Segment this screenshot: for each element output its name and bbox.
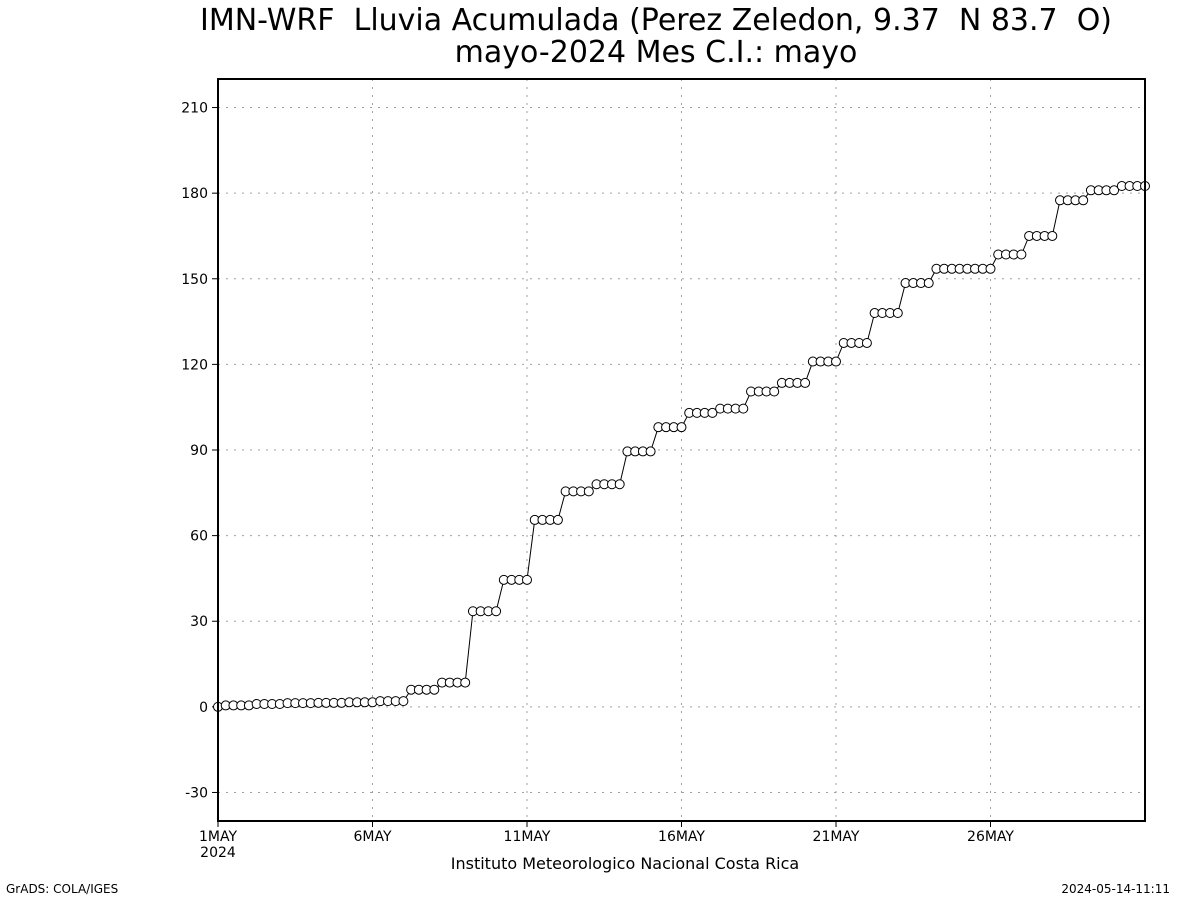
y-tick-label: 150 xyxy=(181,272,208,288)
x-tick-label: 11MAY xyxy=(504,829,551,845)
data-point xyxy=(800,377,811,388)
plot-frame xyxy=(217,78,1146,822)
y-tick-label: 60 xyxy=(190,529,208,545)
data-point xyxy=(552,514,563,525)
x-tick-label: 16MAY xyxy=(658,829,705,845)
y-tick-label: 210 xyxy=(181,101,208,117)
data-point xyxy=(398,696,409,707)
x-axis-year-label: 2024 xyxy=(200,845,236,861)
data-point xyxy=(707,407,718,418)
y-tick-label: 0 xyxy=(199,700,208,716)
data-point xyxy=(769,386,780,397)
y-tick-label: -30 xyxy=(185,785,208,801)
data-point xyxy=(676,422,687,433)
data-point xyxy=(645,446,656,457)
data-point xyxy=(923,278,934,289)
x-tick-label: 1MAY xyxy=(199,829,237,845)
data-point xyxy=(861,337,872,348)
y-tick-label: 90 xyxy=(190,443,208,459)
chart-subtitle: mayo-2024 Mes C.I.: mayo xyxy=(454,35,858,70)
data-point xyxy=(614,479,625,490)
data-point xyxy=(1016,249,1027,260)
grid-lines xyxy=(218,79,1145,821)
data-point xyxy=(583,486,594,497)
y-tick-label: 180 xyxy=(181,186,208,202)
x-tick-label: 26MAY xyxy=(967,829,1014,845)
data-point xyxy=(831,356,841,367)
data-point xyxy=(522,574,532,585)
data-point xyxy=(892,308,903,319)
footer-software: GrADS: COLA/IGES xyxy=(6,882,119,896)
x-tick-label: 6MAY xyxy=(353,829,391,845)
credit-text: Instituto Meteorologico Nacional Costa R… xyxy=(450,854,800,873)
data-point xyxy=(1047,230,1058,241)
data-point xyxy=(429,684,440,695)
data-point xyxy=(460,677,471,688)
data-point xyxy=(1078,195,1089,206)
data-point xyxy=(491,606,502,617)
y-tick-label: 120 xyxy=(181,357,208,373)
y-tick-label: 30 xyxy=(190,614,208,630)
x-axis-ticks: 1MAY 6MAY 11MAY 16MAY 21MAY 26MAY xyxy=(199,821,1014,845)
footer-timestamp: 2024-05-14-11:11 xyxy=(1061,882,1170,896)
data-point xyxy=(738,403,749,414)
data-point xyxy=(985,263,996,274)
data-point xyxy=(1109,185,1120,196)
x-tick-label: 21MAY xyxy=(813,829,860,845)
y-axis-ticks: -30 0 30 60 90 120 150 180 210 xyxy=(181,101,218,801)
chart-title: IMN-WRF Lluvia Acumulada (Perez Zeledon,… xyxy=(199,3,1113,38)
